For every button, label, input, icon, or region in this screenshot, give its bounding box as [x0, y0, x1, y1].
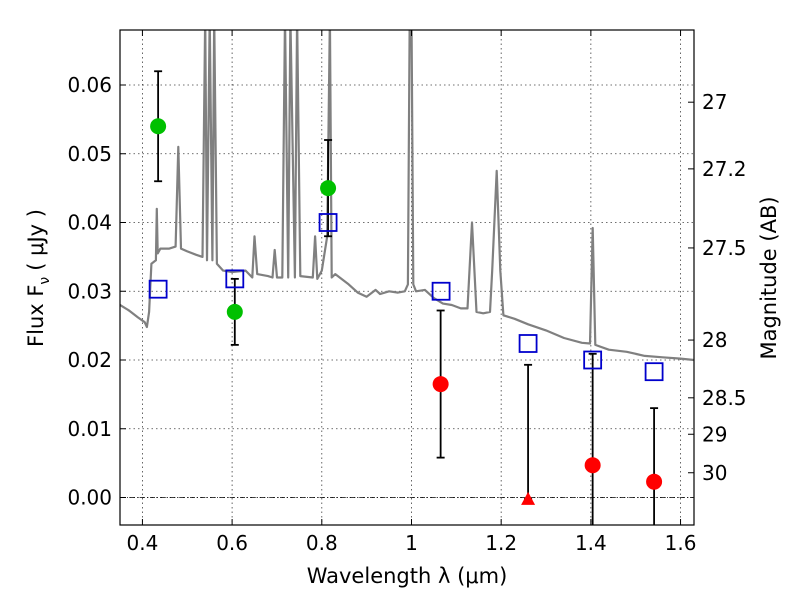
y-axis-title-main: Flux F	[24, 285, 48, 347]
x-axis-title: Wavelength λ (μm)	[307, 564, 508, 588]
model-photometry-square	[583, 350, 603, 370]
model-photometry-square	[225, 269, 245, 289]
y-tick-label: 0.06	[67, 73, 112, 97]
y2-tick-label: 27.5	[702, 236, 747, 260]
y-tick-label: 0.03	[67, 279, 112, 303]
x-tick-label: 1.2	[485, 531, 517, 555]
model-photometry-square	[318, 213, 338, 232]
nondetection-point	[432, 376, 449, 393]
y2-axis-title: Magnitude (AB)	[757, 196, 781, 359]
x-tick-label: 1.6	[665, 531, 697, 555]
nondetection-point	[646, 473, 663, 490]
nondetection-point	[584, 457, 601, 474]
x-tick-label: 1	[405, 531, 418, 555]
detection-point	[150, 118, 167, 135]
x-tick-label: 0.8	[306, 531, 338, 555]
x-tick-label: 0.4	[127, 531, 159, 555]
y-tick-label: 0.04	[67, 211, 112, 235]
y-tick-label: 0.05	[67, 142, 112, 166]
y2-tick-label: 27.2	[702, 157, 747, 181]
y-tick-label: 0.01	[67, 417, 112, 441]
y2-tick-label: 29	[702, 422, 727, 446]
y-axis-title-sub: ν	[37, 277, 53, 285]
x-tick-label: 1.4	[575, 531, 607, 555]
y-axis-title: Flux Fν ( μJy )	[24, 209, 53, 347]
y-axis-title-unit: ( μJy )	[24, 209, 48, 271]
y2-tick-label: 28.5	[702, 386, 747, 410]
y-tick-label: 0.02	[67, 348, 112, 372]
model-photometry-square	[431, 281, 451, 301]
y2-tick-label: 27	[702, 90, 727, 114]
data-layer	[120, 30, 694, 525]
plot-frame	[119, 29, 695, 526]
x-tick-label: 0.6	[216, 531, 248, 555]
upper-limit-marker	[521, 491, 536, 505]
sed-spectrum-line	[120, 30, 694, 362]
y-tick-label: 0.00	[67, 486, 112, 510]
y2-tick-label: 30	[702, 461, 727, 485]
detection-point	[320, 180, 337, 197]
y2-tick-label: 28	[702, 328, 727, 352]
ticks-layer: 0.4 0.6 0.8 1 1.2 1.4 1.6 0.00 0.01 0.02 0.03 0.04 0…	[67, 30, 747, 555]
model-photometry-square	[644, 362, 664, 382]
detection-point	[226, 303, 243, 320]
model-photometry-square	[518, 334, 538, 353]
model-photometry-square	[148, 279, 168, 299]
